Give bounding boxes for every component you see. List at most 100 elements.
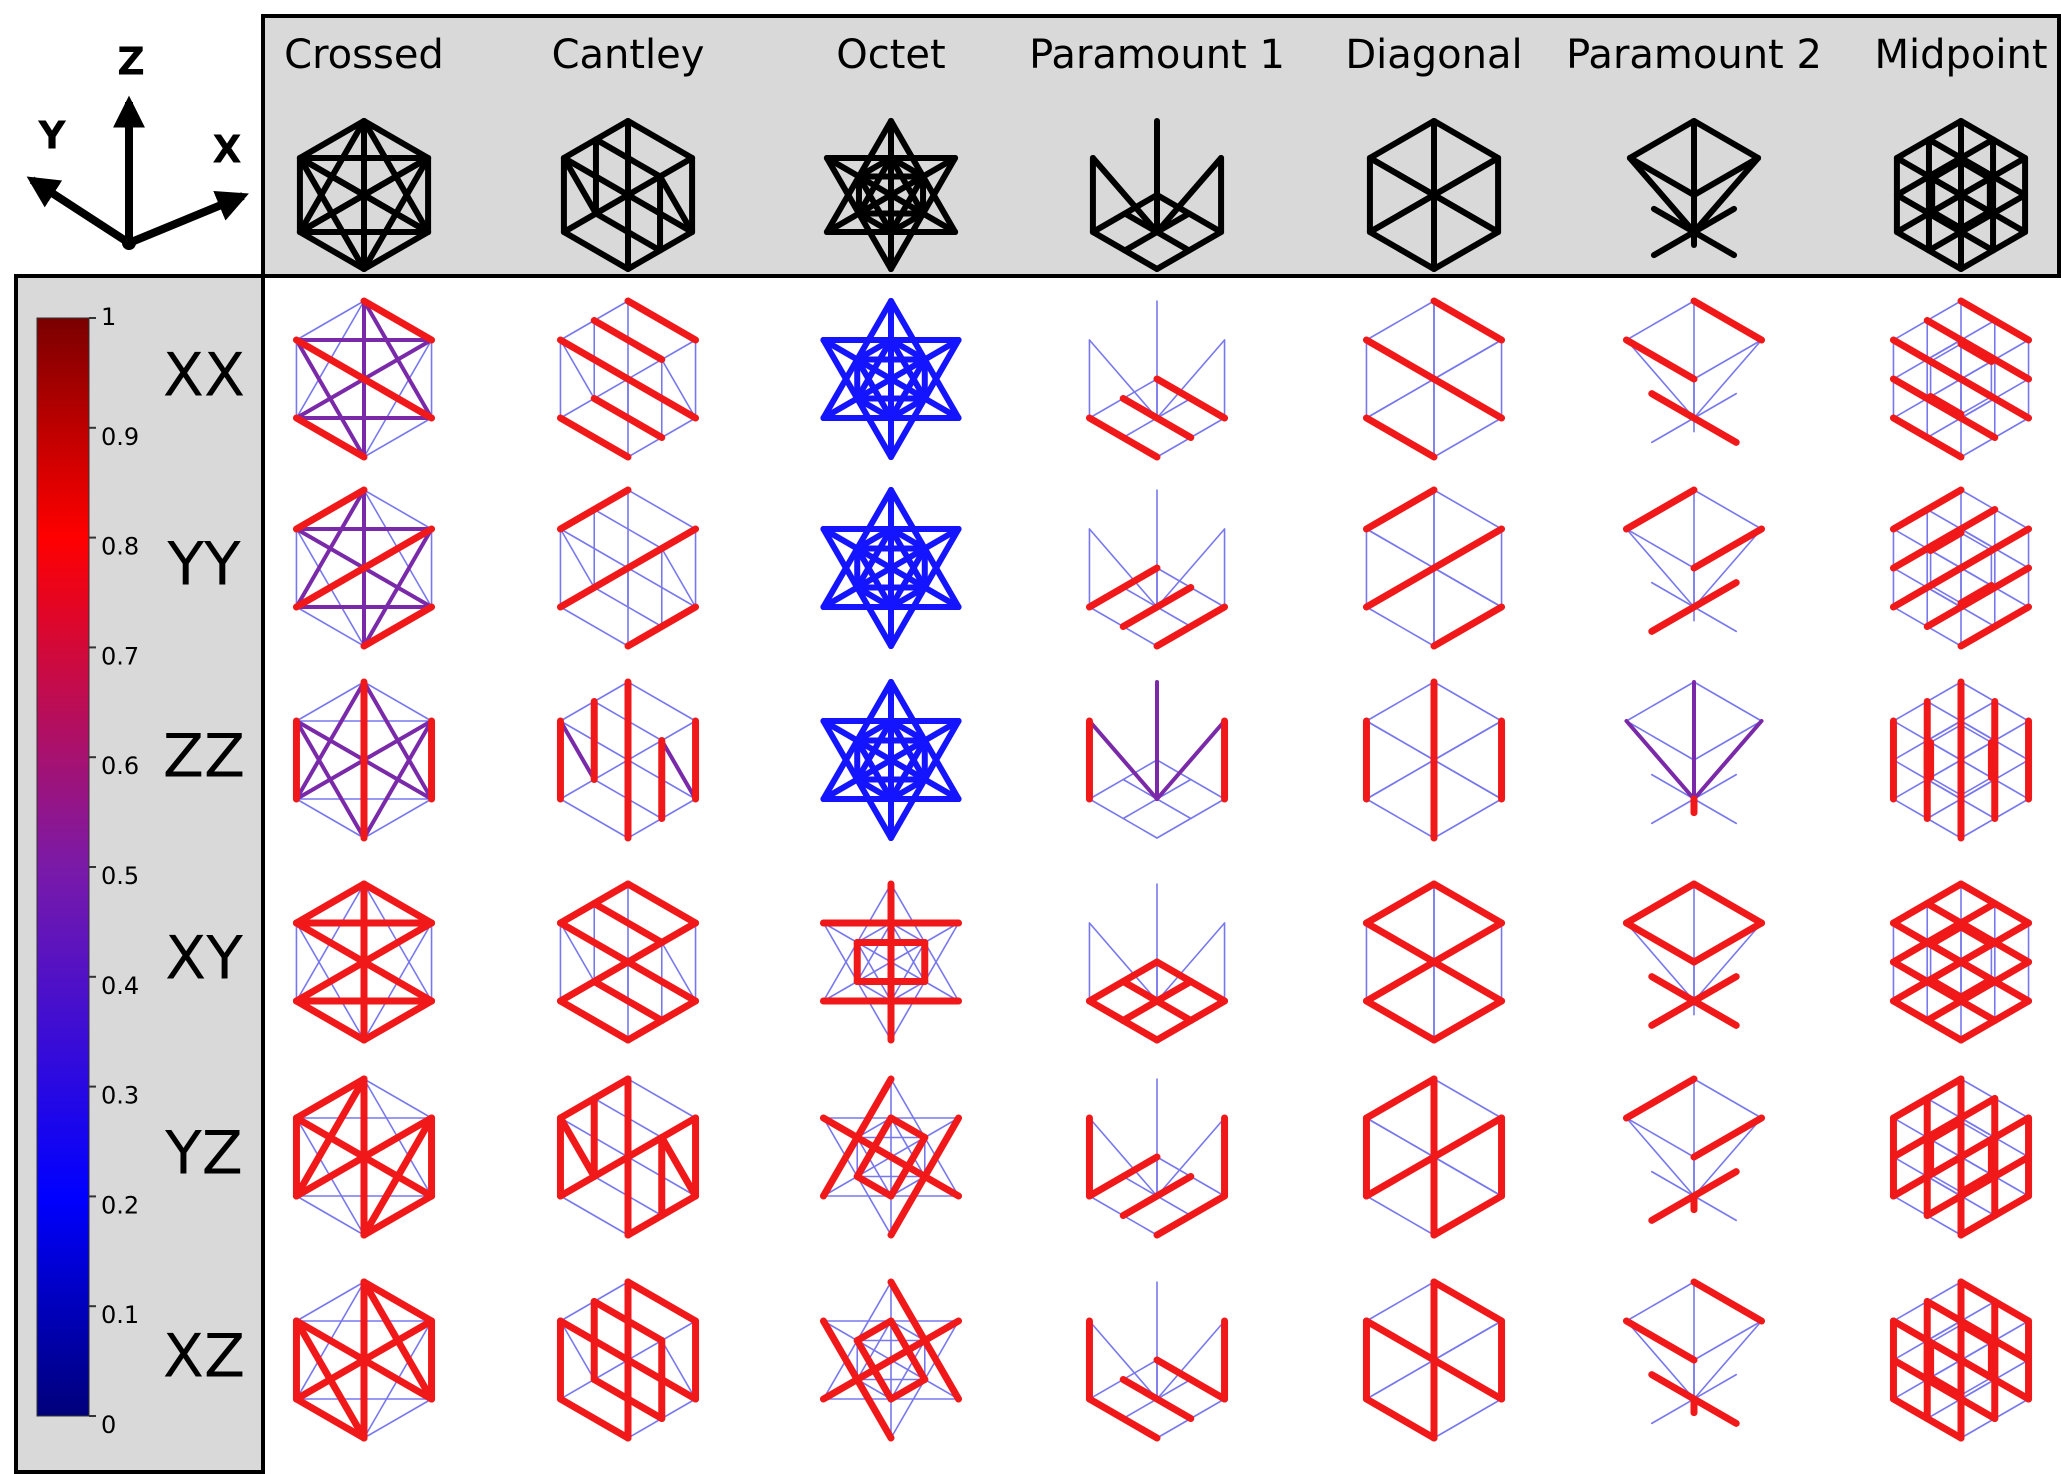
column-header: Midpoint	[1874, 32, 2047, 78]
icon-strut	[1925, 136, 1997, 180]
strut	[292, 564, 368, 611]
strut	[295, 1195, 365, 1236]
strut	[1085, 1153, 1161, 1200]
strut	[1156, 1117, 1226, 1197]
strut	[1156, 922, 1226, 1002]
strut	[1692, 719, 1764, 801]
strut	[1087, 719, 1159, 801]
strut	[1362, 919, 1438, 966]
strut	[1362, 958, 1438, 1005]
strut	[292, 1075, 368, 1122]
strut	[624, 880, 700, 927]
strut	[1362, 1075, 1438, 1122]
strut	[360, 880, 436, 927]
strut	[292, 414, 368, 461]
strut	[659, 738, 698, 801]
icon-strut	[361, 118, 432, 161]
strut	[360, 1278, 436, 1403]
strut	[1362, 336, 1438, 383]
strut	[853, 1317, 895, 1344]
strut	[888, 545, 928, 610]
strut	[1085, 1395, 1161, 1442]
strut	[854, 356, 894, 421]
strut	[559, 1320, 596, 1381]
strut	[856, 1136, 892, 1197]
strut	[590, 317, 666, 363]
icon-strut	[296, 229, 367, 272]
strut	[1119, 978, 1195, 1024]
strut	[890, 922, 926, 983]
strut	[890, 1339, 926, 1400]
strut	[854, 395, 894, 421]
icon-strut	[1958, 192, 1993, 215]
strut	[1365, 798, 1435, 839]
strut	[295, 798, 365, 839]
strut	[1362, 997, 1438, 1044]
strut	[1927, 958, 1965, 984]
icon-strut	[560, 229, 631, 272]
strut	[360, 997, 436, 1044]
strut	[1960, 1376, 1993, 1396]
strut	[558, 719, 597, 782]
colorbar-tick-label: 0.1	[101, 1301, 139, 1329]
strut	[1648, 973, 1740, 1029]
icon-strut	[1626, 155, 1697, 198]
icon-strut	[888, 210, 927, 235]
strut	[1960, 395, 1993, 415]
strut	[1927, 1338, 1965, 1364]
strut	[1625, 1117, 1695, 1158]
icon-strut	[296, 155, 432, 235]
strut	[1362, 1395, 1438, 1442]
icon-strut	[888, 173, 927, 235]
axis-triad	[26, 95, 249, 247]
strut	[1929, 584, 1962, 604]
strut	[890, 941, 926, 1002]
strut	[1622, 1075, 1698, 1122]
strut	[363, 798, 433, 839]
strut	[660, 358, 697, 419]
strut	[1085, 564, 1161, 611]
strut	[360, 919, 436, 966]
strut	[363, 1398, 433, 1439]
strut	[363, 681, 433, 722]
strut	[1960, 360, 1993, 380]
strut	[1119, 584, 1195, 630]
strut	[1960, 759, 1993, 779]
strut	[1625, 528, 1695, 608]
strut	[1960, 567, 1993, 587]
strut	[292, 1317, 368, 1442]
strut	[292, 1317, 368, 1364]
strut	[1957, 603, 2033, 650]
strut	[295, 300, 365, 341]
strut	[559, 922, 596, 983]
strut	[1156, 528, 1226, 608]
strut	[887, 1317, 929, 1383]
strut	[1430, 297, 1506, 344]
strut	[1625, 1281, 1695, 1322]
strut	[1690, 919, 1766, 966]
strut	[1625, 528, 1695, 569]
strut	[1362, 486, 1438, 533]
strut	[1693, 922, 1763, 1002]
strut	[292, 1153, 368, 1200]
strut	[363, 417, 433, 458]
strut	[854, 584, 894, 610]
strut	[362, 299, 434, 420]
strut	[1648, 579, 1740, 635]
strut	[1927, 357, 1965, 383]
strut	[1625, 922, 1695, 1002]
colorbar-tick-label: 0.5	[101, 862, 139, 890]
strut	[1929, 549, 1962, 569]
strut	[1625, 720, 1695, 761]
strut	[559, 339, 596, 400]
strut	[1957, 1135, 1995, 1161]
icon-strut	[888, 155, 927, 217]
strut	[363, 489, 433, 530]
strut	[294, 719, 366, 840]
strut	[1957, 976, 1995, 1001]
strut	[1430, 997, 1506, 1044]
strut	[1362, 1317, 1438, 1364]
icon-strut	[1154, 155, 1225, 235]
